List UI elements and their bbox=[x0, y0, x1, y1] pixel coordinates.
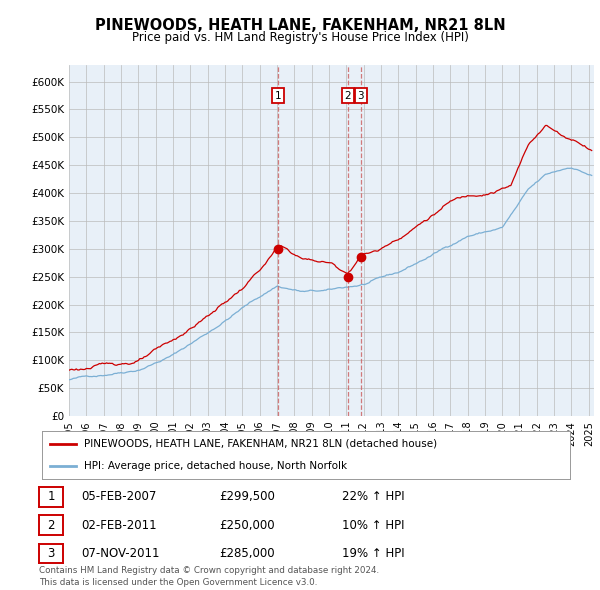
Text: 19% ↑ HPI: 19% ↑ HPI bbox=[342, 547, 404, 560]
Text: Price paid vs. HM Land Registry's House Price Index (HPI): Price paid vs. HM Land Registry's House … bbox=[131, 31, 469, 44]
Text: £285,000: £285,000 bbox=[219, 547, 275, 560]
Text: Contains HM Land Registry data © Crown copyright and database right 2024.
This d: Contains HM Land Registry data © Crown c… bbox=[39, 566, 379, 587]
Text: 02-FEB-2011: 02-FEB-2011 bbox=[81, 519, 157, 532]
Text: £299,500: £299,500 bbox=[219, 490, 275, 503]
Text: 2: 2 bbox=[344, 90, 351, 100]
Text: 2: 2 bbox=[47, 519, 55, 532]
Text: HPI: Average price, detached house, North Norfolk: HPI: Average price, detached house, Nort… bbox=[84, 461, 347, 471]
Text: 3: 3 bbox=[47, 547, 55, 560]
Text: PINEWOODS, HEATH LANE, FAKENHAM, NR21 8LN: PINEWOODS, HEATH LANE, FAKENHAM, NR21 8L… bbox=[95, 18, 505, 32]
Text: 22% ↑ HPI: 22% ↑ HPI bbox=[342, 490, 404, 503]
Text: 10% ↑ HPI: 10% ↑ HPI bbox=[342, 519, 404, 532]
Text: £250,000: £250,000 bbox=[219, 519, 275, 532]
Text: 07-NOV-2011: 07-NOV-2011 bbox=[81, 547, 160, 560]
Text: PINEWOODS, HEATH LANE, FAKENHAM, NR21 8LN (detached house): PINEWOODS, HEATH LANE, FAKENHAM, NR21 8L… bbox=[84, 439, 437, 449]
Text: 05-FEB-2007: 05-FEB-2007 bbox=[81, 490, 157, 503]
Text: 1: 1 bbox=[275, 90, 281, 100]
Text: 1: 1 bbox=[47, 490, 55, 503]
Text: 3: 3 bbox=[357, 90, 364, 100]
